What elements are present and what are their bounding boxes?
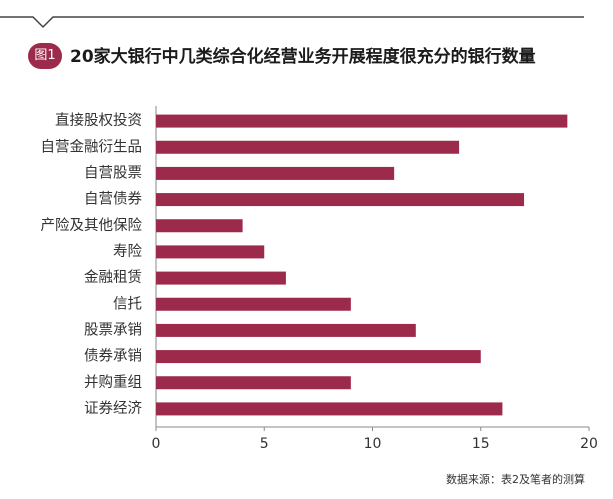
category-label-4: 自营债券	[84, 191, 142, 208]
bar-2	[156, 140, 460, 154]
category-label-8: 信托	[113, 295, 142, 312]
x-tick-label-3: 10	[364, 436, 382, 452]
top-rule	[0, 16, 584, 29]
figure-number: 图1	[34, 48, 56, 63]
bar-4	[156, 193, 525, 207]
category-label-10: 债券承销	[84, 348, 142, 365]
category-label-2: 自营金融衍生品	[41, 138, 143, 155]
x-tick-label-5: 20	[580, 436, 598, 452]
bar-6	[156, 245, 265, 259]
x-tick-label-4: 15	[472, 436, 490, 452]
source-note: 数据来源：表2及笔者的测算	[446, 473, 585, 486]
bar-3	[156, 166, 395, 180]
bar-1	[156, 114, 568, 128]
bar-12	[156, 402, 503, 416]
category-label-3: 自营股票	[84, 164, 142, 181]
x-tick-label-1: 0	[152, 436, 161, 452]
category-label-11: 并购重组	[84, 374, 142, 391]
category-label-6: 寿险	[113, 243, 142, 260]
category-label-7: 金融租赁	[84, 269, 142, 286]
category-label-5: 产险及其他保险	[41, 217, 143, 234]
figure-badge: 图1	[28, 43, 62, 69]
category-label-9: 股票承销	[84, 321, 142, 338]
x-tick-label-2: 5	[260, 436, 269, 452]
top-rule-notch	[0, 16, 584, 29]
bar-11	[156, 376, 351, 390]
bar-8	[156, 297, 351, 311]
bar-7	[156, 271, 286, 285]
bar-9	[156, 323, 416, 337]
category-label-12: 证券经济	[84, 400, 142, 417]
bar-10	[156, 350, 481, 364]
bar-5	[156, 219, 243, 233]
category-label-1: 直接股权投资	[55, 112, 142, 129]
chart-title: 20家大银行中几类综合化经营业务开展程度很充分的银行数量	[70, 47, 536, 67]
